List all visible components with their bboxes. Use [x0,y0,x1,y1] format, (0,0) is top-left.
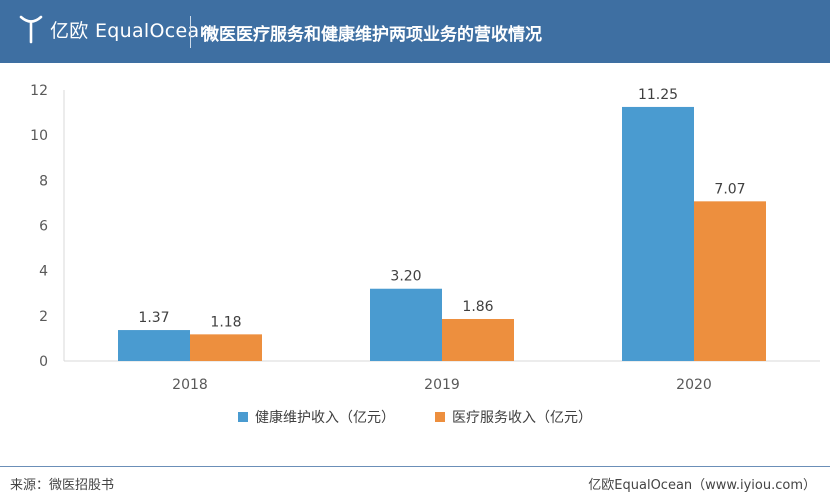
data-label: 7.07 [714,181,745,197]
legend-item-medical: 医疗服务收入（亿元） [435,407,592,427]
logo[interactable]: 亿欧 EqualOcean [18,14,212,44]
bar [370,288,442,361]
x-tick-label: 2020 [676,377,712,393]
legend-swatch-health [238,412,248,422]
chart-area: 0 2 4 6 8 10 12 1.37 1.18 2018 3.20 1.86 2019 11.25 7.… [0,63,830,463]
data-label: 11.25 [638,87,678,103]
data-label: 1.18 [210,314,241,330]
logo-text: 亿欧 EqualOcean [50,19,212,42]
y-tick-label: 6 [39,219,48,235]
equalocean-logo-icon [19,15,43,44]
legend-swatch-medical [435,412,445,422]
y-tick-label: 2 [39,309,48,325]
footer-divider [0,466,830,467]
header-bar: 亿欧 EqualOcean 微医医疗服务和健康维护两项业务的营收情况 [0,0,830,63]
legend-item-health: 健康维护收入（亿元） [238,407,395,427]
legend-label-medical: 医疗服务收入（亿元） [452,410,592,426]
bar [190,334,262,361]
credit-note: 亿欧EqualOcean（www.iyiou.com） [588,478,816,493]
x-tick-label: 2019 [424,377,460,393]
bar [622,106,694,361]
data-label: 1.37 [138,310,169,326]
data-label: 3.20 [390,269,421,285]
header-divider [190,16,191,48]
y-tick-label: 8 [39,173,48,189]
bar [442,318,514,361]
bar [118,330,190,361]
source-note: 来源：微医招股书 [10,478,115,493]
x-tick-label: 2018 [172,377,208,393]
chart-legend: 健康维护收入（亿元） 医疗服务收入（亿元） [0,407,830,427]
data-label: 1.86 [462,299,493,315]
page-title: 微医医疗服务和健康维护两项业务的营收情况 [202,25,542,45]
y-tick-label: 4 [39,264,48,280]
legend-label-health: 健康维护收入（亿元） [255,410,395,426]
bar [694,201,766,361]
bar-chart: 0 2 4 6 8 10 12 1.37 1.18 2018 3.20 1.86 2019 11.25 7.… [30,83,820,393]
y-tick-label: 12 [30,83,48,99]
y-tick-label: 10 [30,128,48,144]
y-tick-label: 0 [39,354,48,370]
